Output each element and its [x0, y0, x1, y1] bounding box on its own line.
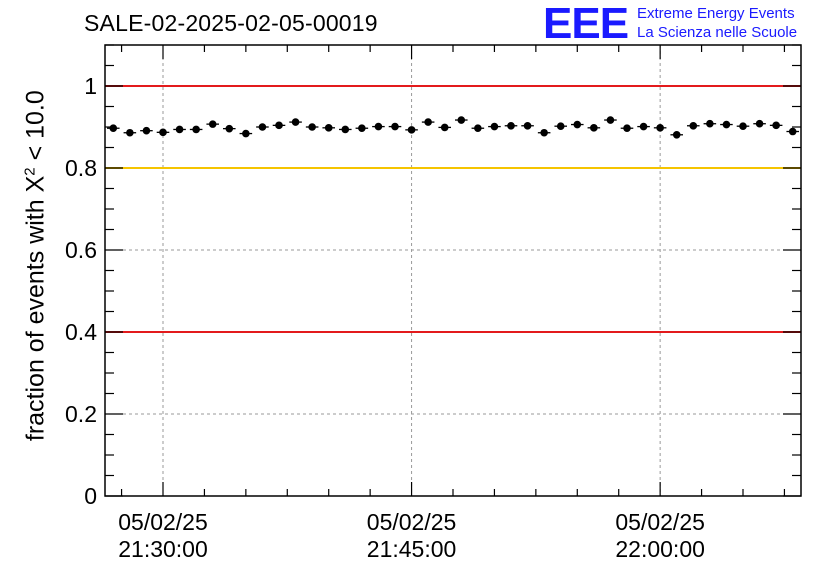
data-point — [490, 122, 499, 131]
y-tick-label: 0.6 — [65, 237, 97, 263]
y-label-chi: X — [21, 175, 50, 193]
y-tick-label: 0 — [84, 483, 97, 509]
data-point — [374, 122, 383, 131]
data-point — [308, 123, 316, 131]
y-tick-label: 0.8 — [65, 155, 97, 181]
data-point — [142, 126, 151, 135]
data-point — [656, 124, 664, 132]
logo-line-1: Extreme Energy Events — [637, 5, 795, 22]
data-point — [507, 121, 515, 130]
data-point — [341, 125, 350, 134]
y-label-sup: 2 — [21, 167, 39, 176]
x-tick-labels: 05/02/2521:30:0005/02/2521:45:0005/02/25… — [118, 509, 705, 562]
chart-title: SALE-02-2025-02-05-00019 — [84, 10, 378, 36]
data-point — [275, 121, 283, 130]
y-axis-label: fraction of events with X2 < 10.0 — [21, 56, 50, 476]
plot-frame — [104, 44, 802, 497]
reference-lines — [105, 85, 801, 333]
data-point — [126, 128, 134, 137]
data-point — [722, 120, 731, 129]
data-point — [623, 124, 631, 133]
data-point — [672, 130, 681, 139]
data-point — [706, 119, 714, 128]
data-point — [573, 120, 582, 129]
data-point — [689, 121, 698, 130]
y-tick-label: 1 — [84, 73, 97, 99]
data-point — [639, 122, 648, 131]
data-point — [192, 125, 200, 134]
data-point — [540, 128, 548, 137]
data-point — [772, 121, 780, 130]
x-tick-label-date: 05/02/25 — [118, 509, 208, 535]
logo-caption: Extreme Energy Events La Scienza nelle S… — [637, 4, 797, 42]
y-tick-label: 0.2 — [65, 401, 97, 427]
data-point — [755, 119, 764, 128]
data-point — [556, 122, 565, 130]
data-point — [258, 123, 267, 131]
data-point — [358, 124, 366, 133]
x-tick-label-time: 22:00:00 — [615, 536, 705, 562]
data-point — [457, 116, 466, 124]
data-point — [440, 123, 449, 132]
x-tick-label-date: 05/02/25 — [367, 509, 457, 535]
data-point — [109, 124, 118, 133]
data-point — [590, 124, 598, 132]
data-point — [175, 125, 184, 134]
eee-logo: EEE — [543, 0, 629, 48]
y-tick-label: 0.4 — [65, 319, 97, 345]
data-point — [474, 124, 482, 133]
data-point — [242, 129, 250, 138]
data-point — [208, 120, 217, 128]
data-point — [739, 122, 747, 130]
data-point — [291, 118, 300, 126]
logo-line-2: La Scienza nelle Scuole — [637, 24, 798, 41]
data-point — [159, 128, 167, 137]
data-point — [324, 124, 333, 132]
data-point — [407, 126, 416, 134]
data-point — [225, 124, 234, 133]
x-tick-label-date: 05/02/25 — [615, 509, 705, 535]
y-label-pre: fraction of events with — [21, 192, 50, 442]
data-point — [788, 127, 797, 136]
x-tick-label-time: 21:45:00 — [367, 536, 457, 562]
y-label-post: < 10.0 — [21, 90, 50, 168]
y-tick-labels: 0 0.2 0.4 0.6 0.8 1 — [65, 73, 97, 509]
grid — [105, 45, 801, 496]
data-point — [391, 122, 399, 131]
axis-ticks — [105, 44, 801, 497]
x-tick-label-time: 21:30:00 — [118, 536, 208, 562]
data-point — [606, 116, 615, 124]
data-point — [523, 121, 532, 130]
data-points — [107, 116, 799, 139]
data-point — [424, 118, 432, 126]
